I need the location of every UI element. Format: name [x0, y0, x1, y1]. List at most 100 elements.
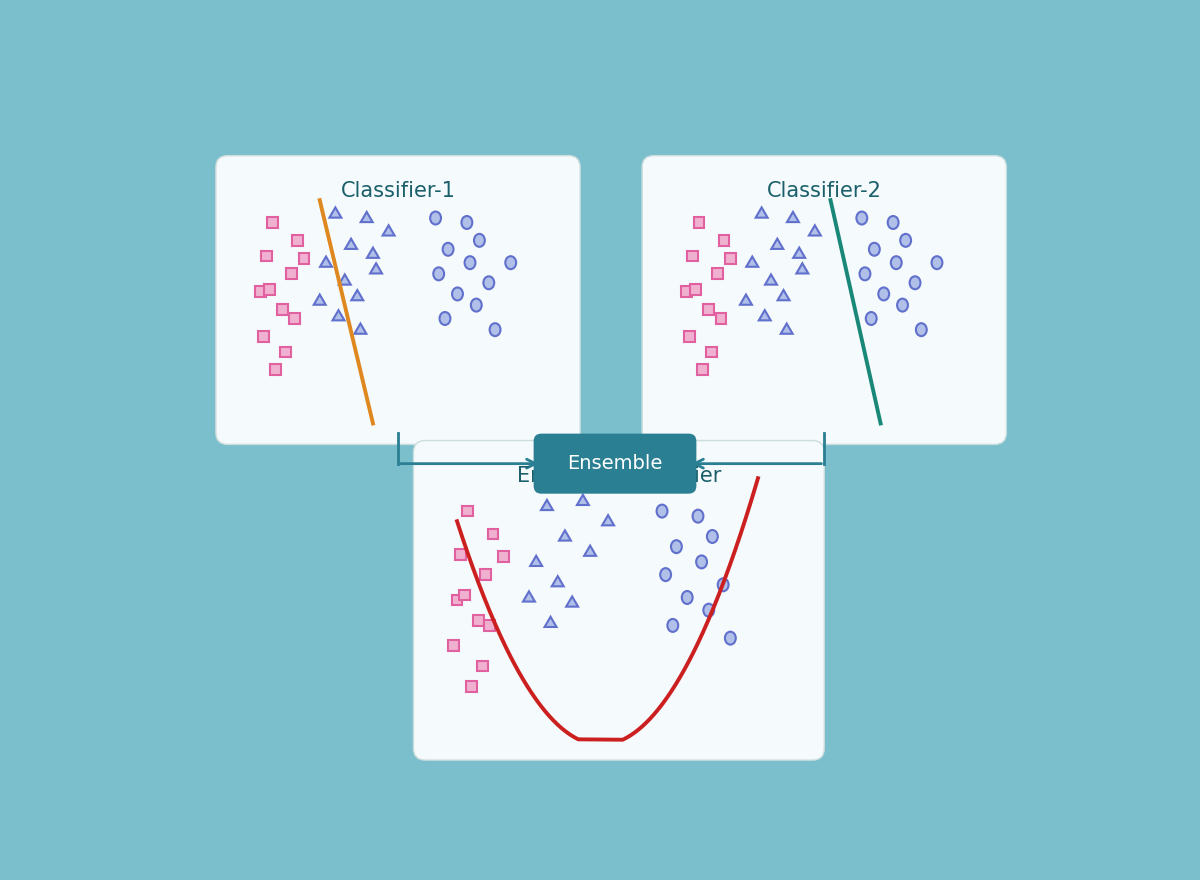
Bar	[682, 286, 692, 297]
Polygon shape	[756, 208, 768, 217]
Bar	[473, 615, 484, 626]
Polygon shape	[338, 275, 350, 284]
Bar	[258, 331, 269, 341]
Text: Ensemble Classifier: Ensemble Classifier	[517, 466, 721, 486]
Bar	[254, 286, 265, 297]
Polygon shape	[746, 257, 758, 267]
Bar	[268, 217, 278, 228]
Bar	[286, 268, 296, 279]
Bar	[455, 549, 466, 560]
Ellipse shape	[682, 591, 692, 604]
Bar	[264, 284, 275, 295]
Ellipse shape	[910, 276, 920, 290]
Ellipse shape	[462, 216, 473, 229]
Ellipse shape	[671, 540, 682, 554]
Ellipse shape	[660, 568, 671, 581]
Bar	[270, 364, 281, 375]
Polygon shape	[766, 275, 776, 284]
Ellipse shape	[865, 312, 877, 325]
Ellipse shape	[656, 504, 667, 517]
Text: Classifier-2: Classifier-2	[767, 181, 882, 201]
Ellipse shape	[898, 298, 908, 312]
Polygon shape	[330, 208, 341, 217]
Bar	[476, 661, 487, 671]
Polygon shape	[523, 591, 535, 602]
Polygon shape	[584, 546, 596, 556]
Ellipse shape	[470, 298, 481, 312]
Ellipse shape	[505, 256, 516, 269]
Bar	[688, 251, 698, 261]
Polygon shape	[577, 495, 589, 505]
Ellipse shape	[916, 323, 926, 336]
Ellipse shape	[433, 268, 444, 281]
Polygon shape	[552, 576, 564, 586]
Polygon shape	[545, 617, 557, 627]
Bar	[289, 313, 300, 324]
Ellipse shape	[888, 216, 899, 229]
Bar	[448, 641, 458, 651]
Ellipse shape	[443, 243, 454, 256]
Ellipse shape	[430, 211, 440, 224]
Polygon shape	[530, 556, 542, 566]
Text: Classifier-1: Classifier-1	[341, 181, 456, 201]
Ellipse shape	[869, 243, 880, 256]
Bar	[684, 331, 695, 341]
Bar	[466, 681, 476, 692]
Bar	[280, 347, 290, 357]
Ellipse shape	[890, 256, 901, 269]
Ellipse shape	[474, 234, 485, 246]
Bar	[262, 251, 272, 261]
Ellipse shape	[692, 510, 703, 523]
Bar	[719, 235, 730, 246]
Polygon shape	[787, 212, 799, 222]
Polygon shape	[383, 225, 395, 236]
FancyBboxPatch shape	[642, 156, 1007, 444]
Text: Ensemble: Ensemble	[568, 454, 662, 473]
FancyBboxPatch shape	[534, 434, 696, 494]
Polygon shape	[781, 324, 793, 334]
Polygon shape	[332, 310, 344, 320]
Polygon shape	[354, 324, 366, 334]
Bar	[498, 552, 509, 562]
Ellipse shape	[484, 276, 494, 290]
Polygon shape	[566, 597, 578, 606]
Bar	[703, 304, 714, 315]
Ellipse shape	[725, 632, 736, 644]
Ellipse shape	[859, 268, 870, 281]
Ellipse shape	[931, 256, 942, 269]
Bar	[487, 529, 498, 539]
Bar	[697, 364, 708, 375]
Polygon shape	[541, 500, 553, 510]
Polygon shape	[367, 247, 379, 258]
Bar	[690, 284, 701, 295]
Bar	[277, 304, 288, 315]
FancyBboxPatch shape	[414, 441, 824, 760]
Polygon shape	[793, 247, 805, 258]
Ellipse shape	[857, 211, 868, 224]
Ellipse shape	[878, 288, 889, 300]
Ellipse shape	[464, 256, 475, 269]
Polygon shape	[320, 257, 332, 267]
Polygon shape	[370, 263, 382, 274]
Ellipse shape	[707, 530, 718, 543]
Bar	[484, 620, 494, 631]
Ellipse shape	[900, 234, 911, 246]
FancyBboxPatch shape	[216, 156, 580, 444]
Polygon shape	[346, 238, 358, 249]
Polygon shape	[740, 295, 752, 304]
Bar	[715, 313, 726, 324]
Ellipse shape	[703, 604, 714, 617]
Ellipse shape	[718, 578, 728, 591]
Polygon shape	[602, 515, 614, 525]
Bar	[706, 347, 716, 357]
Polygon shape	[361, 212, 373, 222]
Polygon shape	[797, 263, 809, 274]
Bar	[458, 590, 469, 600]
Bar	[713, 268, 724, 279]
Bar	[462, 506, 473, 517]
Bar	[480, 569, 491, 580]
Bar	[451, 595, 462, 605]
Ellipse shape	[667, 619, 678, 632]
Bar	[725, 253, 736, 264]
Ellipse shape	[452, 288, 463, 300]
